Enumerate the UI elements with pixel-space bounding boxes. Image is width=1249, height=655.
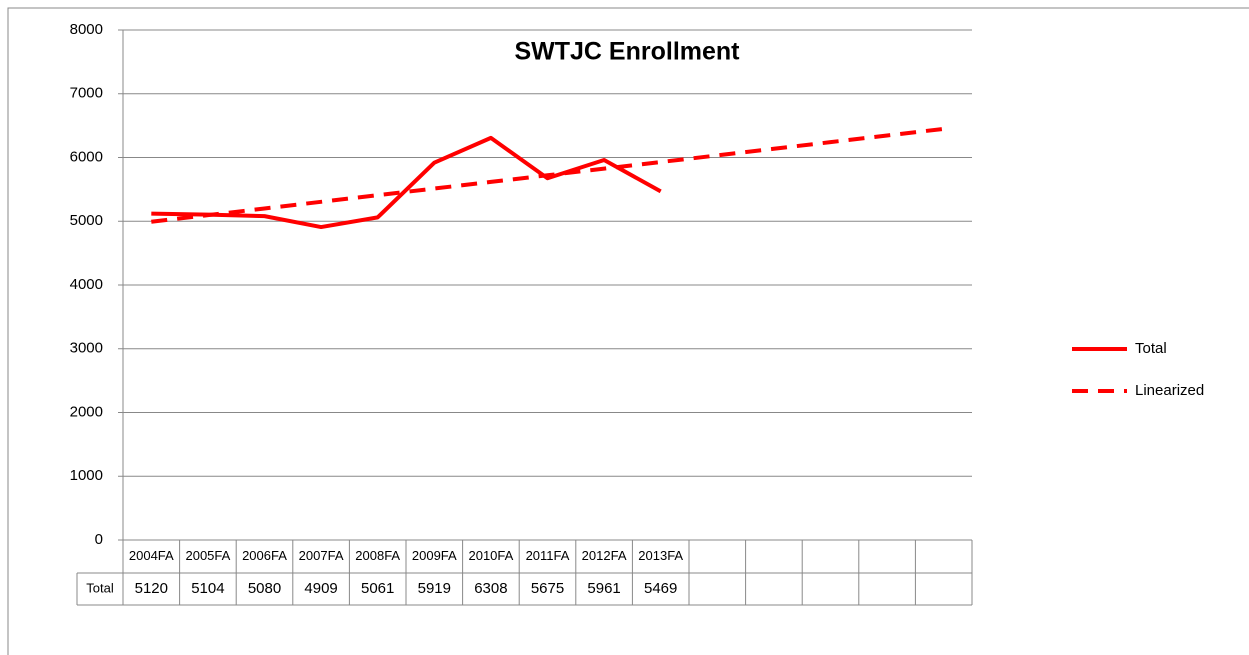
table-value: 4909 [304, 580, 337, 597]
table-value: 5061 [361, 580, 394, 597]
x-tick-label: 2008FA [355, 548, 400, 563]
x-tick-label: 2013FA [638, 548, 683, 563]
x-tick-label: 2009FA [412, 548, 457, 563]
table-value: 5961 [587, 580, 620, 597]
table-value: 5104 [191, 580, 224, 597]
x-tick-label: 2012FA [582, 548, 627, 563]
table-value: 5120 [135, 580, 168, 597]
y-tick-label: 8000 [70, 21, 103, 38]
y-tick-label: 2000 [70, 403, 103, 420]
x-tick-label: 2004FA [129, 548, 174, 563]
series-line [151, 135, 662, 230]
y-tick-label: 6000 [70, 148, 103, 165]
y-tick-label: 5000 [70, 212, 103, 229]
x-tick-label: 2010FA [468, 548, 513, 563]
chart-border [7, 7, 1249, 655]
x-tick-label: 2006FA [242, 548, 287, 563]
y-tick-label: 7000 [70, 85, 103, 102]
chart-title: SWTJC Enrollment [514, 38, 740, 66]
y-tick-label: 0 [95, 531, 103, 548]
table-row-label: Total [86, 580, 114, 595]
x-tick-label: 2011FA [526, 548, 570, 563]
x-tick-label: 2005FA [185, 548, 230, 563]
table-value: 6308 [474, 580, 507, 597]
table-value: 5080 [248, 580, 281, 597]
series-line [151, 126, 944, 224]
table-value: 5675 [531, 580, 564, 597]
legend-label: Total [1135, 340, 1167, 357]
table-value: 5919 [418, 580, 451, 597]
y-tick-label: 1000 [70, 467, 103, 484]
table-value: 5469 [644, 580, 677, 597]
y-tick-label: 4000 [70, 276, 103, 293]
legend-label: Linearized [1135, 382, 1204, 399]
y-tick-label: 3000 [70, 340, 103, 357]
x-tick-label: 2007FA [299, 548, 344, 563]
